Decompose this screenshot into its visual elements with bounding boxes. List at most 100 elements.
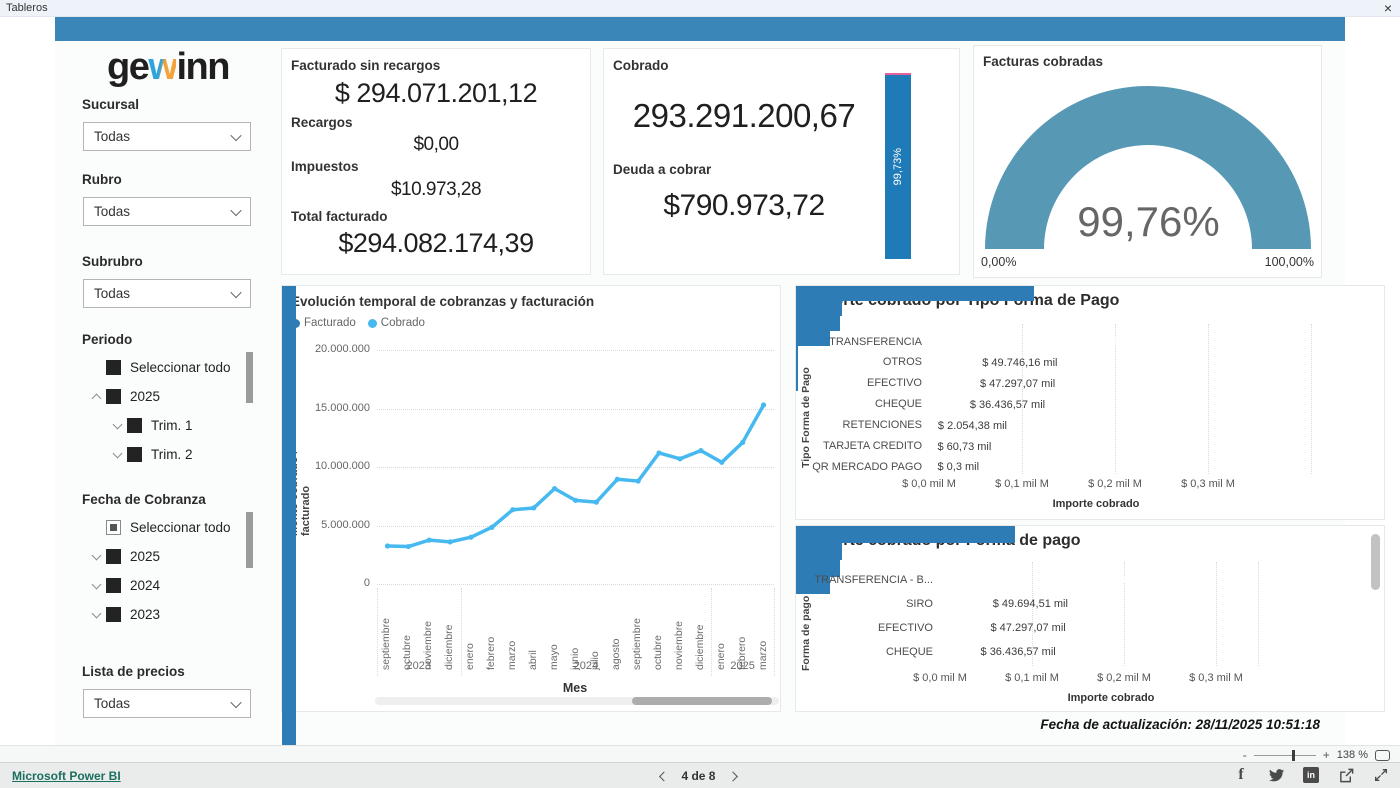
bar-facturado[interactable] — [282, 322, 296, 358]
fit-to-page-icon[interactable] — [1375, 749, 1390, 761]
linkedin-icon[interactable]: in — [1302, 766, 1320, 784]
twitter-icon[interactable] — [1267, 766, 1285, 784]
tree-item-seleccionar-todo[interactable]: Seleccionar todo — [86, 353, 251, 382]
fecha-cobranza-tree: Seleccionar todo 2025 2024 2023 — [86, 513, 251, 629]
expand-icon[interactable] — [86, 554, 106, 559]
bar-facturado[interactable] — [282, 442, 296, 489]
tree-item-2025[interactable]: 2025 — [86, 382, 251, 411]
facebook-icon[interactable]: f — [1238, 766, 1244, 783]
category-label: RETENCIONES — [842, 419, 922, 432]
tree-item-seleccionar-todo[interactable]: Seleccionar todo — [86, 513, 251, 542]
tree-item-2025[interactable]: 2025 — [86, 542, 251, 571]
legend-item-cobrado[interactable]: Cobrado — [367, 317, 425, 329]
bar-facturado[interactable] — [282, 545, 296, 620]
chevron-right-icon[interactable] — [728, 771, 738, 781]
checkbox-checked[interactable] — [106, 360, 121, 375]
bar-siro[interactable] — [796, 543, 842, 560]
evolucion-chart-card: Evolución temporal de cobranzas y factur… — [281, 285, 782, 788]
tree-item-2024[interactable]: 2024 — [86, 571, 251, 600]
chevron-down-icon — [230, 204, 242, 216]
facturas-cobradas-gauge-card: Facturas cobradas 99,76% 0,00% 100,00% — [973, 45, 1322, 278]
bar-cheque[interactable] — [796, 577, 830, 594]
checkbox-indeterminate[interactable] — [106, 520, 121, 535]
total-facturado-value: $294.082.174,39 — [338, 228, 534, 258]
checkbox-checked[interactable] — [106, 607, 121, 622]
sucursal-dropdown[interactable]: Todas — [83, 122, 251, 151]
page-number: 4 de 8 — [681, 769, 716, 783]
bar-transferencia[interactable] — [796, 286, 1035, 301]
bar-efectivo[interactable] — [796, 316, 840, 331]
bar-facturado[interactable] — [282, 401, 296, 443]
tree-item-2023[interactable]: 2023 — [86, 600, 251, 629]
chart-h-scrollbar-thumb[interactable] — [632, 697, 772, 705]
cobrado-percent-label: 99,73% — [892, 148, 904, 186]
x-tick-label: septiembre — [380, 618, 393, 670]
expand-icon[interactable] — [107, 423, 127, 428]
lista-precios-dropdown[interactable]: Todas — [83, 689, 251, 718]
x-tick-label: mayo — [547, 644, 560, 670]
chart-v-scrollbar[interactable] — [1371, 534, 1380, 664]
chart-h-scrollbar[interactable] — [375, 697, 779, 705]
fecha-cobranza-scrollbar[interactable] — [246, 512, 253, 568]
zoom-slider-thumb[interactable] — [1291, 749, 1295, 761]
periodo-scrollbar[interactable] — [246, 352, 253, 403]
recargos-value: $0,00 — [413, 134, 459, 155]
rubro-dropdown[interactable]: Todas — [83, 197, 251, 226]
checkbox-checked[interactable] — [106, 389, 121, 404]
x-tick-label: $ 0,2 mil M — [1088, 478, 1142, 490]
gridline — [377, 584, 774, 585]
tree-item-label: 2024 — [130, 578, 161, 593]
tree-item-trim-1[interactable]: Trim. 1 — [107, 411, 251, 440]
tipo-forma-pago-plot: $ 0,0 mil M $ 0,1 mil M $ 0,2 mil M $ 0,3 m… — [796, 286, 1386, 521]
subrubro-dropdown[interactable]: Todas — [83, 279, 251, 308]
value-label: $ 36.436,57 mil — [980, 646, 1056, 658]
close-icon[interactable]: × — [1383, 0, 1392, 16]
x-tick-label: $ 0,3 mil M — [1181, 478, 1235, 490]
gridline — [1115, 324, 1116, 474]
bar-efectivo[interactable] — [796, 560, 840, 577]
year-separator — [711, 588, 713, 676]
bar-facturado[interactable] — [282, 357, 296, 402]
category-label: QR MERCADO PAGO — [812, 460, 922, 473]
checkbox-checked[interactable] — [106, 578, 121, 593]
cobrado-percent-bar[interactable]: 99,73% — [885, 73, 911, 259]
combo-chart-plot: 20.000.000 15.000.000 10.000.000 5.000.000 0… — [282, 286, 782, 788]
bar-otros[interactable] — [796, 301, 843, 316]
chevron-down-icon — [230, 129, 242, 141]
bar-facturado[interactable] — [282, 619, 296, 695]
fullscreen-icon[interactable] — [1372, 766, 1390, 784]
tree-item-trim-2[interactable]: Trim. 2 — [107, 440, 251, 469]
powerbi-brand-link[interactable]: Microsoft Power BI — [12, 769, 121, 783]
bar-qr-mercado-pago[interactable] — [796, 376, 798, 391]
bar-transferencia-b-[interactable] — [796, 526, 1015, 543]
checkbox-checked[interactable] — [127, 418, 142, 433]
bar-tarjeta-credito[interactable] — [796, 361, 798, 376]
impuestos-label: Impuestos — [291, 159, 359, 174]
forma-pago-chart-card: Importe cobrado por Forma de pago Forma … — [795, 525, 1385, 712]
bar-facturado[interactable] — [282, 488, 296, 546]
checkbox-checked[interactable] — [127, 447, 142, 462]
zoom-out-icon[interactable]: - — [1242, 748, 1247, 762]
chevron-left-icon[interactable] — [659, 771, 669, 781]
zoom-in-icon[interactable]: + — [1322, 748, 1330, 762]
share-icon[interactable] — [1337, 766, 1355, 784]
expand-icon[interactable] — [86, 583, 106, 588]
expand-icon[interactable] — [86, 612, 106, 617]
gewinn-logo: gewinn — [107, 46, 230, 88]
evolucion-chart-title: Evolución temporal de cobranzas y factur… — [291, 294, 595, 309]
gauge-arc — [985, 86, 1311, 249]
recargos-label: Recargos — [291, 115, 353, 130]
collapse-icon[interactable] — [86, 392, 106, 402]
bar-facturado[interactable] — [282, 286, 296, 323]
zoom-slider[interactable] — [1253, 749, 1316, 761]
bar-retenciones[interactable] — [796, 346, 798, 361]
gridline — [1311, 324, 1312, 474]
checkbox-checked[interactable] — [106, 549, 121, 564]
chart-v-scrollbar-thumb[interactable] — [1371, 534, 1380, 590]
lista-precios-value: Todas — [94, 696, 131, 711]
bar-cheque[interactable] — [796, 331, 830, 346]
year-separator — [460, 588, 462, 676]
x-tick-label: marzo — [505, 640, 518, 670]
expand-icon[interactable] — [107, 452, 127, 457]
category-label: TRANSFERENCIA - B... — [814, 573, 933, 586]
